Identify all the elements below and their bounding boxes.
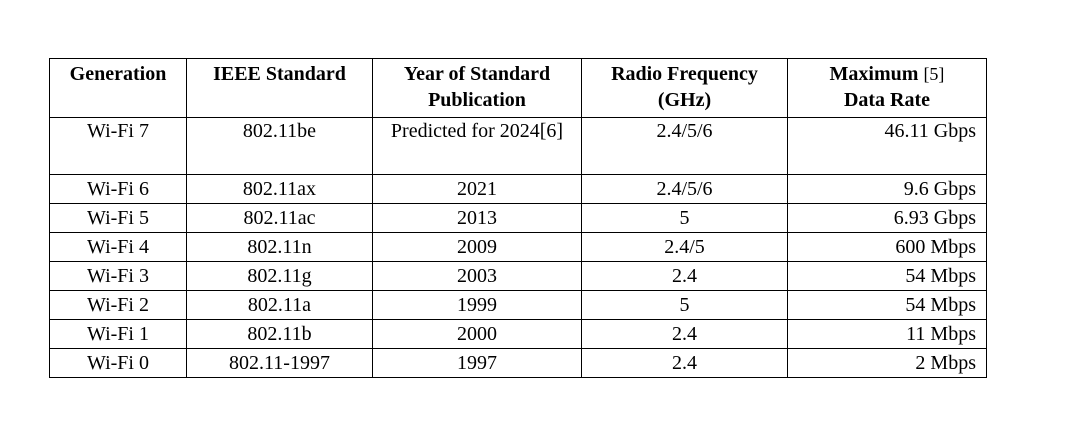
header-note: [5]	[923, 64, 945, 84]
table-cell: 2 Mbps	[787, 348, 987, 378]
header-row: Generation IEEE Standard Year of Standard …	[49, 58, 987, 118]
header-cell: Year of Standard Publication	[372, 58, 582, 118]
table-cell: 9.6 Gbps	[787, 174, 987, 204]
table-cell: 1997	[372, 348, 582, 378]
table-cell: 2000	[372, 319, 582, 349]
table-row: Wi-Fi 0 802.11-1997 1997 2.4 2 Mbps	[49, 348, 987, 378]
table-row: Wi-Fi 3 802.11g 2003 2.4 54 Mbps	[49, 261, 987, 291]
table-cell: 600 Mbps	[787, 232, 987, 262]
header-cell: Maximum [5] Data Rate	[787, 58, 987, 118]
table-cell: 802.11n	[186, 232, 373, 262]
table-cell: 802.11a	[186, 290, 373, 320]
table-cell: Predicted for 2024[6]	[372, 117, 582, 175]
table-cell: 802.11b	[186, 319, 373, 349]
table-cell: 54 Mbps	[787, 290, 987, 320]
header-cell: Generation	[49, 58, 187, 118]
table-cell: 2.4/5/6	[581, 174, 788, 204]
table-cell: 2.4	[581, 348, 788, 378]
table-cell: 2003	[372, 261, 582, 291]
table-cell: Wi-Fi 3	[49, 261, 187, 291]
table-cell: Wi-Fi 6	[49, 174, 187, 204]
table-row: Wi-Fi 6 802.11ax 2021 2.4/5/6 9.6 Gbps	[49, 174, 987, 204]
table-body: Wi-Fi 7 802.11be Predicted for 2024[6] 2.4/…	[49, 117, 987, 378]
table-cell: 2009	[372, 232, 582, 262]
table-cell: 2.4/5/6	[581, 117, 788, 175]
table-cell: 802.11be	[186, 117, 373, 175]
table-cell: 2.4/5	[581, 232, 788, 262]
table-cell: 1999	[372, 290, 582, 320]
table-cell: 2.4	[581, 319, 788, 349]
header-text: Data Rate	[843, 89, 931, 111]
table-cell: 2.4	[581, 261, 788, 291]
table-cell: 5	[581, 290, 788, 320]
table-cell: Wi-Fi 5	[49, 203, 187, 233]
header-text: Maximum	[829, 63, 919, 85]
table-cell: 11 Mbps	[787, 319, 987, 349]
table-cell: 2021	[372, 174, 582, 204]
table-cell: 46.11 Gbps	[787, 117, 987, 175]
table-row: Wi-Fi 5 802.11ac 2013 5 6.93 Gbps	[49, 203, 987, 233]
table-row: Wi-Fi 7 802.11be Predicted for 2024[6] 2.4/…	[49, 117, 987, 175]
table-cell: Wi-Fi 7	[49, 117, 187, 175]
table-cell: 802.11ac	[186, 203, 373, 233]
table-cell: 802.11-1997	[186, 348, 373, 378]
table-cell: Wi-Fi 0	[49, 348, 187, 378]
table-cell: 5	[581, 203, 788, 233]
table-cell: Wi-Fi 2	[49, 290, 187, 320]
table-cell: 6.93 Gbps	[787, 203, 987, 233]
table-row: Wi-Fi 1 802.11b 2000 2.4 11 Mbps	[49, 319, 987, 349]
header-cell: IEEE Standard	[186, 58, 373, 118]
table-cell: 54 Mbps	[787, 261, 987, 291]
table-cell: Wi-Fi 1	[49, 319, 187, 349]
table-row: Wi-Fi 2 802.11a 1999 5 54 Mbps	[49, 290, 987, 320]
table-cell: Wi-Fi 4	[49, 232, 187, 262]
wifi-table: Generation IEEE Standard Year of Standard …	[49, 58, 987, 378]
table-cell: 2013	[372, 203, 582, 233]
header-cell: Radio Frequency (GHz)	[581, 58, 788, 118]
table-cell: 802.11g	[186, 261, 373, 291]
table-row: Wi-Fi 4 802.11n 2009 2.4/5 600 Mbps	[49, 232, 987, 262]
table-cell: 802.11ax	[186, 174, 373, 204]
